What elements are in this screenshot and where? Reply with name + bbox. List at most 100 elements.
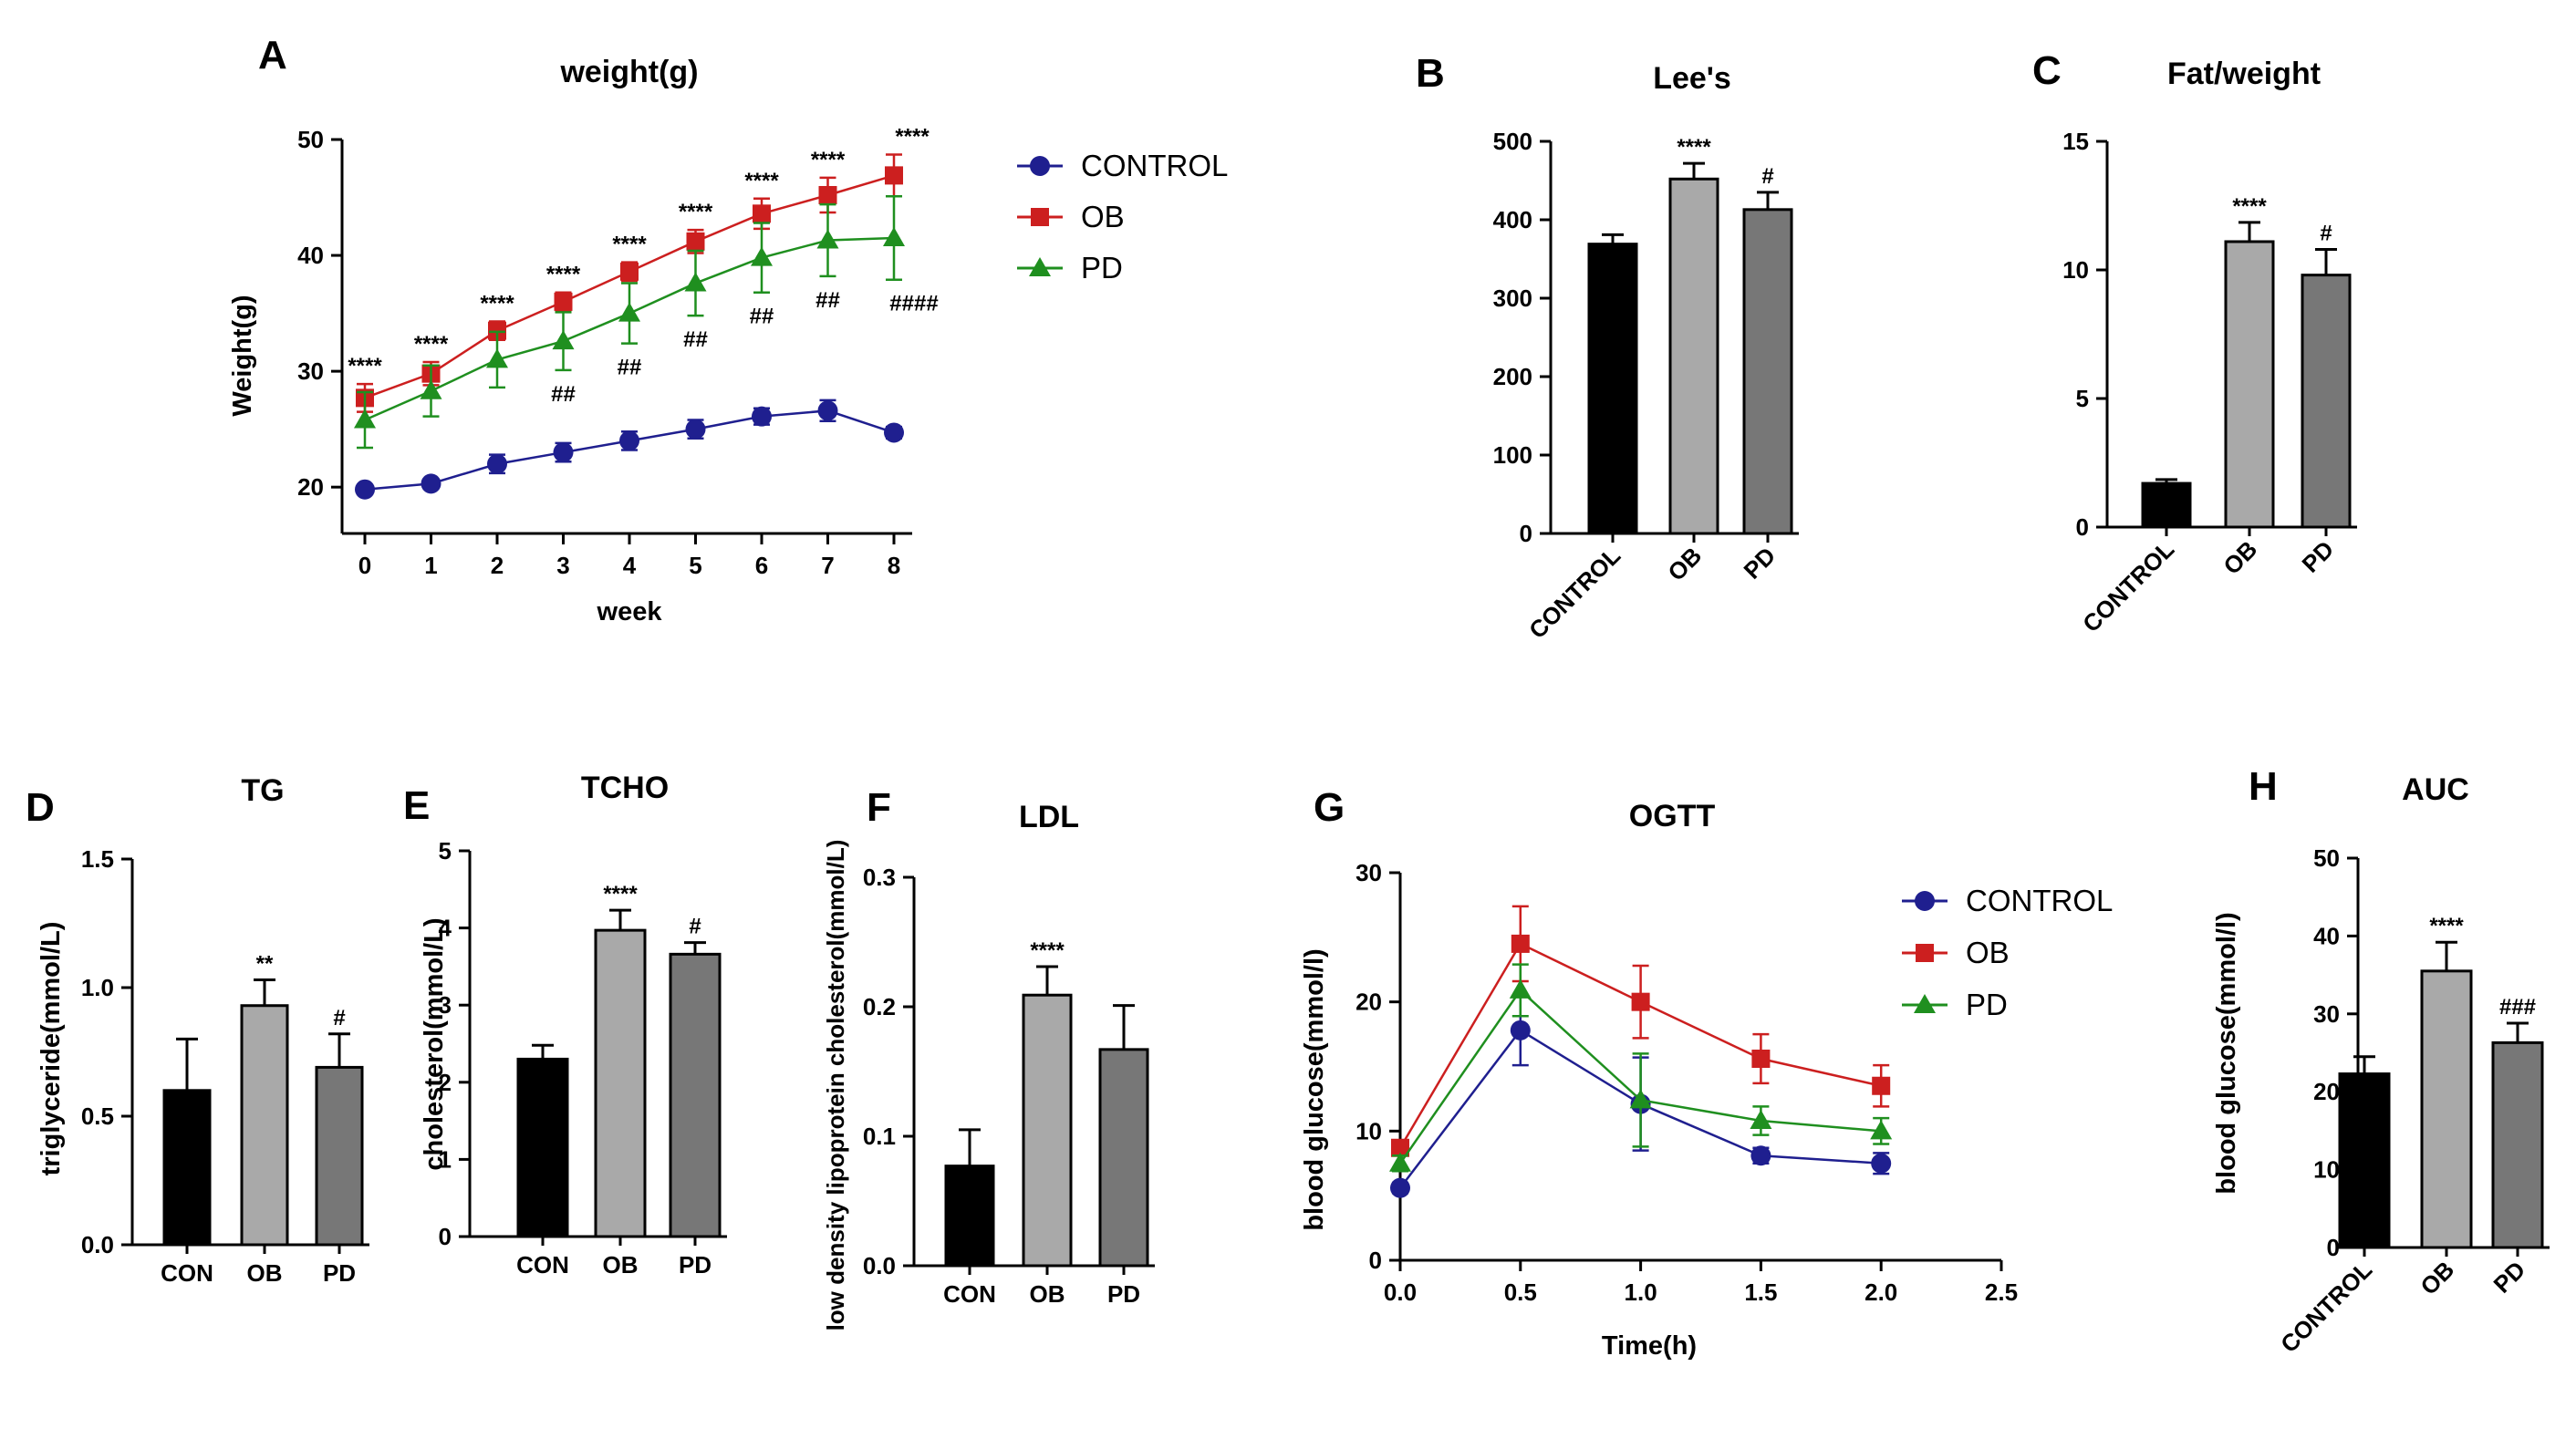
data-point bbox=[553, 442, 574, 463]
x-tick-label: CONTROL bbox=[2275, 1256, 2377, 1358]
legend-label: PD bbox=[1966, 988, 2008, 1021]
data-point bbox=[487, 453, 507, 474]
y-tick-label: 100 bbox=[1493, 441, 1532, 469]
legend-label: PD bbox=[1081, 251, 1123, 285]
y-tick-label: 1 bbox=[439, 1145, 452, 1173]
panel-letter: H bbox=[2249, 764, 2278, 809]
x-tick-label: OB bbox=[247, 1259, 283, 1287]
x-tick-label: OB bbox=[2415, 1256, 2459, 1300]
data-point bbox=[885, 166, 903, 185]
data-point bbox=[1031, 208, 1049, 226]
x-tick-label: OB bbox=[1662, 542, 1707, 586]
x-tick-label: 8 bbox=[888, 552, 900, 579]
data-point bbox=[753, 204, 771, 223]
y-tick-label: 15 bbox=[2062, 128, 2089, 155]
y-tick-label: 400 bbox=[1493, 206, 1532, 233]
y-tick-label: 20 bbox=[1356, 989, 1382, 1016]
data-point bbox=[1510, 1020, 1531, 1040]
significance-mark: **** bbox=[895, 125, 930, 150]
x-tick-label: CONTROL bbox=[2077, 535, 2179, 637]
y-tick-label: 30 bbox=[1356, 859, 1382, 886]
x-tick-label: OB bbox=[603, 1251, 639, 1279]
significance-mark: **** bbox=[348, 354, 382, 378]
significance-mark: **** bbox=[603, 882, 638, 906]
legend-label: OB bbox=[1966, 936, 2010, 969]
y-axis-label: triglyceride(mmol/L) bbox=[36, 922, 66, 1176]
significance-mark: **** bbox=[1030, 938, 1065, 963]
x-tick-label: PD bbox=[1107, 1280, 1140, 1308]
y-tick-label: 5 bbox=[439, 837, 452, 864]
x-tick-label: OB bbox=[1030, 1280, 1065, 1308]
bar bbox=[1098, 1048, 1149, 1268]
bar bbox=[669, 952, 722, 1238]
panel-letter: F bbox=[867, 785, 891, 830]
significance-mark: **** bbox=[1677, 135, 1711, 160]
significance-mark: **** bbox=[2232, 194, 2267, 219]
significance-mark: ### bbox=[2499, 995, 2536, 1020]
x-tick-label: 1 bbox=[424, 552, 437, 579]
y-tick-label: 20 bbox=[2313, 1078, 2340, 1105]
x-tick-label: 5 bbox=[689, 552, 701, 579]
significance-mark: **** bbox=[2429, 914, 2464, 938]
y-tick-label: 30 bbox=[2313, 1000, 2340, 1028]
data-point bbox=[1870, 1120, 1893, 1140]
y-axis-label: Weight(g) bbox=[228, 295, 257, 416]
significance-mark: ## bbox=[750, 305, 774, 329]
legend-label: CONTROL bbox=[1966, 884, 2113, 917]
data-point bbox=[619, 430, 639, 451]
y-tick-label: 5 bbox=[2076, 385, 2089, 412]
data-point bbox=[1389, 1152, 1411, 1172]
data-point bbox=[1872, 1076, 1891, 1095]
x-tick-label: PD bbox=[323, 1259, 356, 1287]
panel-title: TG bbox=[241, 773, 284, 808]
data-point bbox=[884, 422, 904, 443]
y-tick-label: 0.1 bbox=[863, 1123, 896, 1150]
data-point bbox=[816, 229, 839, 249]
significance-mark: **** bbox=[679, 200, 713, 224]
x-tick-label: CON bbox=[516, 1251, 569, 1279]
data-point bbox=[1629, 1089, 1652, 1109]
y-axis-label: blood glucose(mmol/l) bbox=[2212, 912, 2241, 1194]
y-tick-label: 0.2 bbox=[863, 993, 896, 1020]
panel-letter: D bbox=[26, 785, 55, 830]
x-tick-label: 4 bbox=[623, 552, 637, 579]
data-point bbox=[620, 262, 639, 281]
y-tick-label: 10 bbox=[1356, 1117, 1382, 1144]
data-point bbox=[685, 419, 706, 440]
y-tick-label: 200 bbox=[1493, 363, 1532, 390]
panel-title: TCHO bbox=[581, 771, 669, 805]
bar bbox=[2338, 1072, 2391, 1249]
y-axis-label: cholesterol(mmol/L) bbox=[420, 917, 449, 1170]
panel-title: LDL bbox=[1019, 800, 1079, 834]
bar bbox=[1587, 243, 1638, 535]
y-tick-label: 500 bbox=[1493, 128, 1532, 155]
significance-mark: **** bbox=[546, 263, 581, 287]
bar bbox=[594, 928, 647, 1238]
bar bbox=[1022, 993, 1073, 1268]
x-tick-label: CONTROL bbox=[1523, 542, 1626, 644]
data-point bbox=[817, 400, 838, 421]
data-point bbox=[883, 227, 905, 246]
data-point bbox=[1871, 1153, 1892, 1174]
data-point bbox=[1509, 978, 1532, 999]
data-point bbox=[1391, 1138, 1409, 1157]
panel-title: Lee's bbox=[1653, 61, 1731, 96]
legend-label: OB bbox=[1081, 200, 1125, 233]
x-axis-label: Time(h) bbox=[1602, 1331, 1697, 1361]
data-point bbox=[1751, 1050, 1771, 1068]
data-point bbox=[1030, 156, 1050, 176]
y-tick-label: 0 bbox=[2076, 513, 2089, 541]
y-tick-label: 0.3 bbox=[863, 864, 896, 891]
significance-mark: **** bbox=[744, 169, 779, 193]
data-point bbox=[1915, 891, 1935, 911]
data-point bbox=[354, 409, 376, 429]
y-tick-label: 1.0 bbox=[81, 974, 114, 1001]
x-tick-label: 0.5 bbox=[1504, 1279, 1537, 1306]
data-point bbox=[818, 185, 837, 204]
bar bbox=[2491, 1040, 2544, 1249]
y-tick-label: 0 bbox=[2327, 1234, 2340, 1261]
bar bbox=[2420, 969, 2473, 1249]
y-tick-label: 0 bbox=[1520, 520, 1532, 547]
y-tick-label: 4 bbox=[439, 915, 452, 942]
x-tick-label: PD bbox=[679, 1251, 712, 1279]
